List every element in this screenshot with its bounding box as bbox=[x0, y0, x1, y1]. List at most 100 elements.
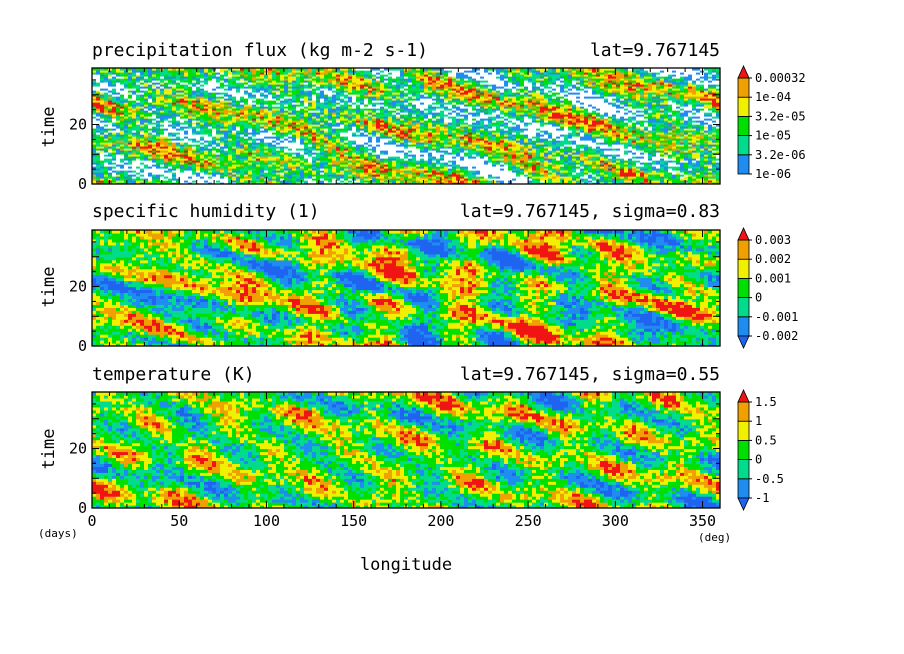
field-cell bbox=[680, 162, 685, 165]
field-cell bbox=[608, 176, 613, 179]
field-cell bbox=[548, 134, 553, 137]
field-cell bbox=[296, 158, 301, 161]
field-cell bbox=[236, 180, 241, 183]
field-cell bbox=[532, 134, 537, 137]
field-cell bbox=[496, 124, 501, 127]
field-cell bbox=[148, 144, 153, 147]
field-cell bbox=[708, 150, 713, 153]
field-cell bbox=[664, 154, 669, 157]
field-cell bbox=[180, 166, 185, 169]
field-cell bbox=[624, 160, 629, 163]
field-cell bbox=[416, 144, 421, 147]
field-cell bbox=[392, 168, 397, 171]
field-cell bbox=[300, 152, 305, 155]
field-cell bbox=[272, 162, 277, 165]
field-cell bbox=[108, 160, 113, 163]
field-cell bbox=[160, 166, 165, 169]
field-cell bbox=[364, 178, 369, 181]
field-cell bbox=[436, 156, 441, 159]
field-cell bbox=[616, 154, 621, 157]
field-cell bbox=[544, 126, 549, 129]
field-cell bbox=[176, 152, 181, 155]
field-cell bbox=[348, 120, 353, 123]
field-cell bbox=[140, 164, 145, 167]
field-cell bbox=[704, 156, 709, 159]
field-cell bbox=[224, 170, 229, 173]
field-cell bbox=[480, 170, 485, 173]
field-cell bbox=[588, 172, 593, 175]
field-cell bbox=[452, 122, 457, 125]
field-cell bbox=[148, 122, 153, 125]
field-cell bbox=[256, 130, 261, 133]
field-cell bbox=[520, 172, 525, 175]
field-cell bbox=[216, 164, 221, 167]
field-cell bbox=[628, 122, 633, 125]
field-cell bbox=[596, 168, 601, 171]
field-cell bbox=[448, 122, 453, 125]
field-cell bbox=[344, 140, 349, 143]
field-cell bbox=[148, 168, 153, 171]
field-cell bbox=[92, 174, 97, 177]
field-cell bbox=[260, 134, 265, 137]
field-cell bbox=[200, 136, 205, 139]
field-cell bbox=[612, 138, 617, 141]
field-cell bbox=[320, 142, 325, 145]
field-cell bbox=[656, 166, 661, 169]
field-cell bbox=[680, 132, 685, 135]
field-cell bbox=[256, 162, 261, 165]
field-cell bbox=[532, 150, 537, 153]
field-cell bbox=[228, 120, 233, 123]
field-cell bbox=[328, 176, 333, 179]
field-cell bbox=[468, 132, 473, 135]
field-cell bbox=[524, 126, 529, 129]
field-cell bbox=[636, 158, 641, 161]
field-cell bbox=[640, 166, 645, 169]
field-cell bbox=[676, 138, 681, 141]
field-cell bbox=[456, 132, 461, 135]
field-cell bbox=[172, 156, 177, 159]
field-cell bbox=[196, 170, 201, 173]
field-cell bbox=[172, 182, 177, 184]
field-cell bbox=[492, 132, 497, 135]
field-cell bbox=[384, 166, 389, 169]
field-cell bbox=[620, 138, 625, 141]
field-cell bbox=[532, 124, 537, 127]
field-cell bbox=[424, 156, 429, 159]
field-cell bbox=[576, 144, 581, 147]
field-cell bbox=[96, 164, 101, 167]
field-cell bbox=[696, 138, 701, 141]
field-cell bbox=[96, 144, 101, 147]
field-cell bbox=[712, 152, 717, 155]
field-cell bbox=[412, 134, 417, 137]
field-cell bbox=[152, 176, 157, 179]
field-cell bbox=[304, 132, 309, 135]
field-cell bbox=[304, 166, 309, 169]
field-cell bbox=[692, 178, 697, 181]
field-cell bbox=[168, 168, 173, 171]
field-cell bbox=[372, 130, 377, 133]
field-cell bbox=[708, 172, 713, 175]
field-cell bbox=[524, 160, 529, 163]
field-cell bbox=[692, 122, 697, 125]
field-cell bbox=[268, 138, 273, 141]
field-cell bbox=[524, 132, 529, 135]
field-cell bbox=[152, 170, 157, 173]
field-cell bbox=[504, 138, 509, 141]
field-cell bbox=[160, 144, 165, 147]
field-cell bbox=[224, 142, 229, 145]
field-cell bbox=[600, 180, 605, 183]
field-cell bbox=[452, 160, 457, 163]
field-cell bbox=[636, 156, 641, 159]
field-cell bbox=[400, 182, 405, 184]
field-cell bbox=[688, 132, 693, 135]
field-cell bbox=[340, 152, 345, 155]
field-cell bbox=[100, 160, 105, 163]
field-cell bbox=[700, 124, 705, 127]
field-cell bbox=[452, 140, 457, 143]
field-cell bbox=[712, 164, 717, 167]
field-cell bbox=[640, 164, 645, 167]
field-cell bbox=[360, 128, 365, 131]
field-cell bbox=[632, 154, 637, 157]
field-cell bbox=[244, 180, 249, 183]
field-cell bbox=[612, 164, 617, 167]
